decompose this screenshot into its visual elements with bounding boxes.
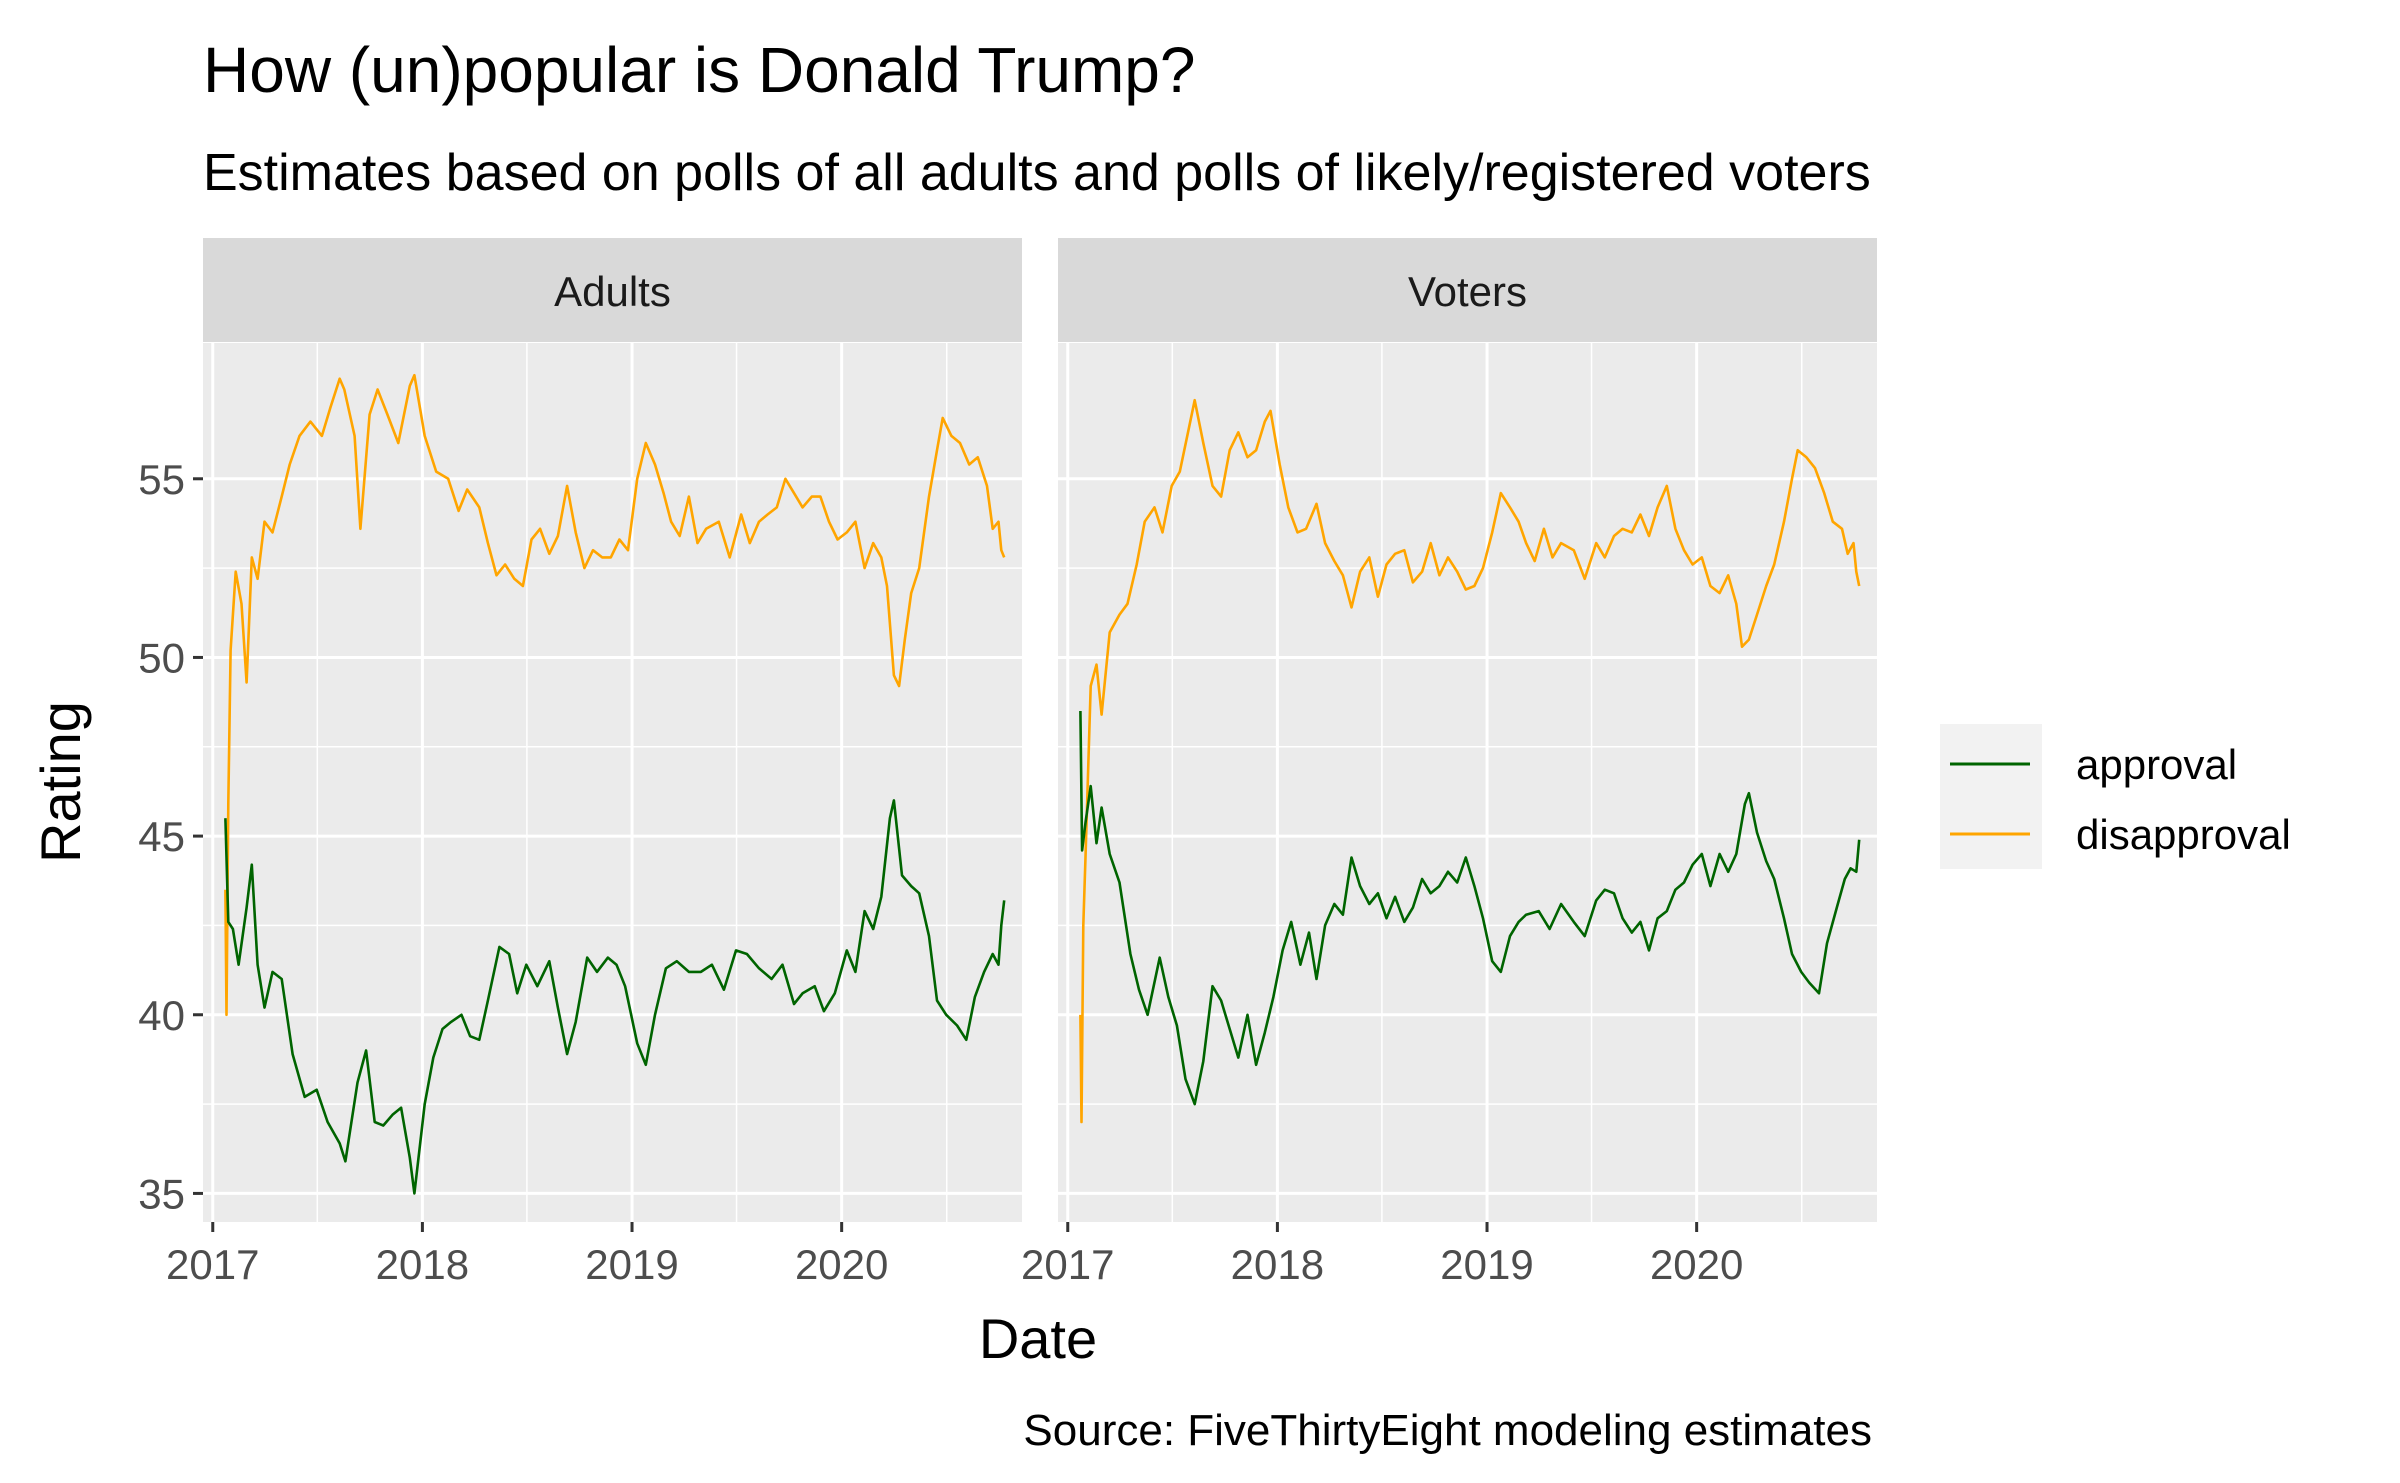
x-tick-label: 2017 <box>1021 1241 1114 1288</box>
x-tick-label: 2018 <box>1231 1241 1324 1288</box>
y-tick-label: 35 <box>138 1170 185 1217</box>
legend: approval disapproval <box>1940 724 2291 869</box>
x-axis-title: Date <box>979 1307 1097 1370</box>
y-axis-title: Rating <box>29 701 92 863</box>
series-line-disapproval <box>224 373 1006 1017</box>
facet-strip-label: Adults <box>554 268 671 315</box>
chart-title: How (un)popular is Donald Trump? <box>203 34 1195 106</box>
panel-voters: Voters 2017 2018 2019 2020 <box>1021 238 1877 1288</box>
panel-background <box>203 343 1022 1222</box>
legend-label-approval: approval <box>2076 741 2237 788</box>
facet-panels: Adults 35 40 45 50 55 2017 2018 2019 2020 Voters 20… <box>138 238 1877 1288</box>
x-tick-label: 2020 <box>795 1241 888 1288</box>
legend-background <box>1940 724 2042 869</box>
y-tick-label: 50 <box>138 634 185 681</box>
panel-background <box>1058 343 1877 1222</box>
x-tick-label: 2020 <box>1650 1241 1743 1288</box>
panel-adults: Adults 35 40 45 50 55 2017 2018 2019 2020 <box>138 238 1022 1288</box>
y-tick-label: 45 <box>138 813 185 860</box>
series-line-disapproval <box>1079 398 1861 1124</box>
x-tick-label: 2019 <box>585 1241 678 1288</box>
x-tick-label: 2019 <box>1440 1241 1533 1288</box>
x-tick-label: 2018 <box>376 1241 469 1288</box>
series-line-approval <box>1079 710 1861 1106</box>
chart-caption: Source: FiveThirtyEight modeling estimat… <box>1023 1406 1872 1455</box>
facet-strip <box>203 238 1022 342</box>
y-tick-label: 55 <box>138 456 185 503</box>
y-tick-label: 40 <box>138 992 185 1039</box>
legend-label-disapproval: disapproval <box>2076 811 2291 858</box>
x-tick-label: 2017 <box>166 1241 259 1288</box>
facet-strip-label: Voters <box>1408 268 1527 315</box>
series-line-approval <box>224 799 1006 1195</box>
facet-strip <box>1058 238 1877 342</box>
chart-subtitle: Estimates based on polls of all adults a… <box>203 144 1871 202</box>
